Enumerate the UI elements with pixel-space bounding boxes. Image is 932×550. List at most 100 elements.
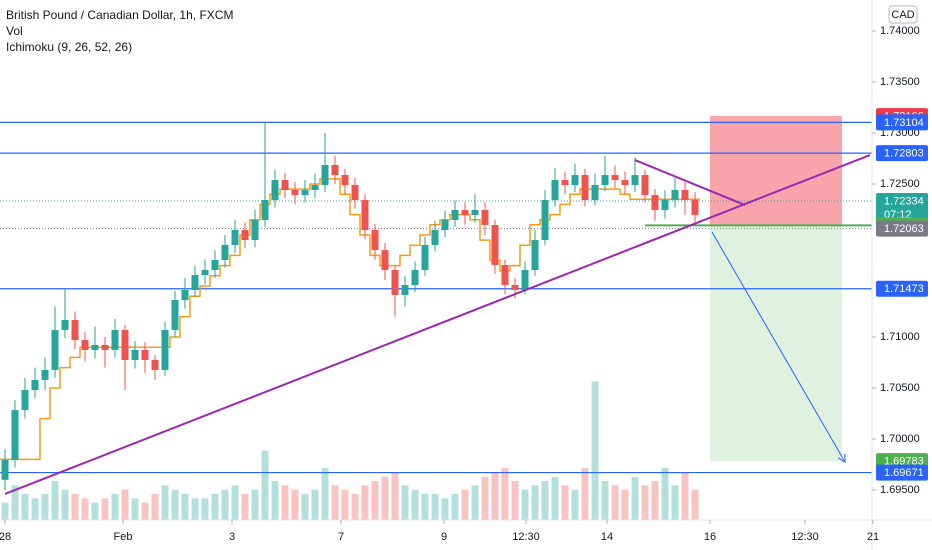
- candle-body: [671, 190, 679, 201]
- volume-bar: [181, 494, 189, 520]
- candle-body: [91, 344, 99, 350]
- volume-bar: [191, 498, 199, 520]
- currency[interactable]: CAD: [891, 9, 914, 21]
- candle-body: [251, 220, 259, 241]
- volume-bar: [31, 498, 39, 520]
- volume-bar: [321, 468, 329, 520]
- volume-bar: [401, 485, 409, 520]
- price-label-box: [876, 145, 928, 162]
- volume-bar: [291, 489, 299, 520]
- price-label: 1.73104: [884, 117, 924, 129]
- ichimoku-line: [0, 178, 700, 461]
- volume-bar: [441, 498, 449, 520]
- volume-bar: [561, 485, 569, 520]
- candle-body: [151, 359, 159, 370]
- candle-body: [391, 269, 399, 295]
- candle-body: [201, 269, 209, 275]
- volume-bar: [11, 485, 19, 520]
- x-tick-label: Feb: [114, 531, 133, 543]
- volume-bar: [51, 481, 59, 520]
- x-tick-label: 16: [704, 531, 716, 543]
- volume-bar: [451, 494, 459, 520]
- volume-bar: [501, 468, 509, 520]
- volume-bar: [361, 485, 369, 520]
- volume-bar: [21, 494, 29, 520]
- candle-body: [121, 329, 129, 360]
- volume-bar: [261, 450, 269, 520]
- y-tick-label: 1.69500: [880, 484, 920, 496]
- volume-bar: [671, 485, 679, 520]
- candle-body: [171, 299, 179, 330]
- candle-body: [491, 225, 499, 265]
- candle-body: [321, 165, 329, 186]
- volume-bar: [111, 494, 119, 520]
- trend-line: [4, 154, 871, 495]
- price-label: 1.69671: [884, 467, 924, 479]
- y-tick-label: 1.70000: [880, 433, 920, 445]
- candle-body: [571, 175, 579, 186]
- candle-body: [591, 185, 599, 201]
- candle-body: [301, 190, 309, 196]
- price-label: 1.72803: [884, 148, 924, 160]
- candle-body: [521, 269, 529, 290]
- candle-body: [631, 175, 639, 186]
- candle-body: [691, 200, 699, 216]
- volume-bar: [681, 472, 689, 520]
- candle-body: [681, 190, 689, 201]
- arrow-line: [711, 231, 846, 463]
- candle-body: [411, 269, 419, 285]
- y-tick-label: 1.73500: [880, 76, 920, 88]
- candle-body: [431, 230, 439, 246]
- candle-body: [211, 260, 219, 270]
- volume-bar: [61, 489, 69, 520]
- volume-bar: [91, 502, 99, 520]
- x-tick-label: 12:30: [512, 531, 540, 543]
- volume-bar: [81, 498, 89, 520]
- price-label-box: [876, 220, 928, 237]
- arrow-head: [837, 453, 846, 463]
- candle-body: [111, 329, 119, 350]
- volume-bar: [631, 476, 639, 520]
- y-tick-label: 1.70500: [880, 382, 920, 394]
- volume-bar: [271, 481, 279, 520]
- price-label-box: [876, 464, 928, 481]
- volume-bar: [41, 494, 49, 520]
- x-tick-label: 9: [441, 531, 447, 543]
- candle-body: [361, 200, 369, 231]
- candle-body: [581, 175, 589, 201]
- candle-body: [1, 460, 9, 480]
- volume-bar: [551, 476, 559, 520]
- candle-body: [641, 175, 649, 196]
- volume-bar: [421, 494, 429, 520]
- volume-bar: [461, 489, 469, 520]
- volume-bar: [581, 468, 589, 520]
- volume-bar: [621, 489, 629, 520]
- indicator-label: Ichimoku (9, 26, 52, 26): [6, 40, 132, 54]
- x-tick-label: 28: [0, 531, 11, 543]
- plot: [0, 116, 872, 520]
- x-tick-label: 21: [867, 531, 879, 543]
- volume-bar: [611, 485, 619, 520]
- candle-body: [241, 230, 249, 241]
- volume-bar: [101, 498, 109, 520]
- candle-body: [51, 329, 59, 370]
- volume-bar: [221, 489, 229, 520]
- volume-bar: [601, 481, 609, 520]
- volume-bar: [301, 494, 309, 520]
- volume-bar: [241, 494, 249, 520]
- volume-bar: [511, 481, 519, 520]
- candle-body: [611, 175, 619, 181]
- currency-box[interactable]: [888, 5, 918, 24]
- candle-body: [551, 180, 559, 201]
- candle-body: [461, 210, 469, 216]
- candle-body: [421, 245, 429, 270]
- volume-bar: [521, 489, 529, 520]
- candle-body: [221, 245, 229, 260]
- volume-bar: [131, 498, 139, 520]
- y-tick-label: 1.72500: [880, 178, 920, 190]
- volume-bar: [201, 498, 209, 520]
- volume-bar: [251, 489, 259, 520]
- volume-bar: [691, 489, 699, 520]
- candle-body: [81, 339, 89, 350]
